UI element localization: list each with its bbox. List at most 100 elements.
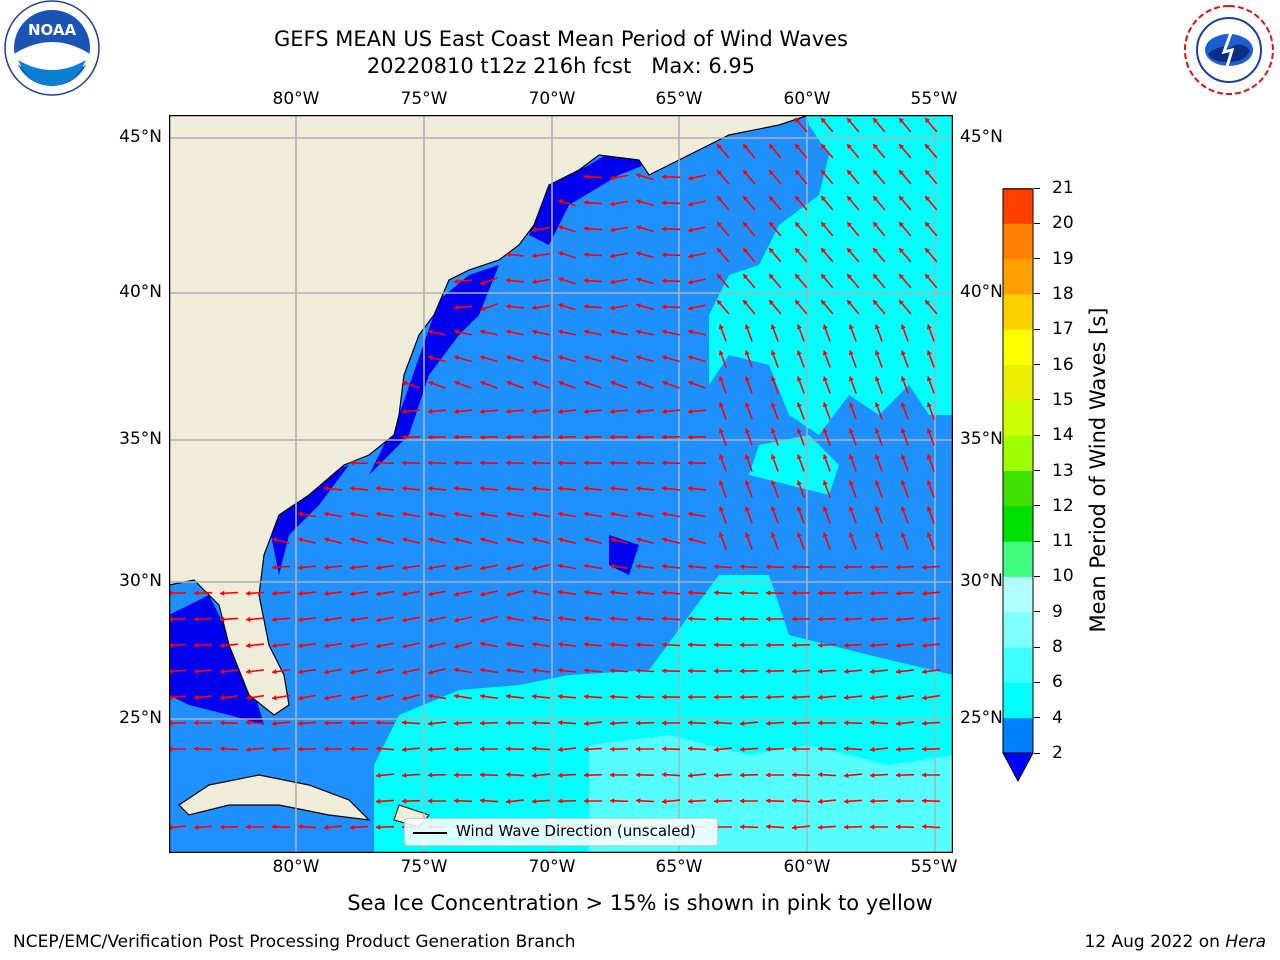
wave-direction-arrowhead [636, 277, 642, 283]
wave-direction-arrowhead [584, 252, 589, 258]
wave-direction-arrowhead [636, 380, 642, 386]
wave-direction-arrowhead [220, 720, 225, 726]
wave-direction-arrowhead [796, 376, 802, 382]
wave-direction-arrowhead [795, 300, 800, 306]
wave-direction-arrowhead [350, 669, 355, 675]
wave-direction-arrowhead [770, 428, 776, 434]
wave-direction-arrowhead [899, 248, 904, 254]
footer-branch: NCEP/EMC/Verification Post Processing Pr… [13, 932, 576, 952]
wave-direction-arrowhead [848, 532, 854, 538]
wave-direction-arrowhead [844, 772, 849, 779]
wave-direction-arrowhead [662, 642, 667, 648]
wave-direction-arrowhead [584, 174, 589, 180]
legend-line-icon [413, 832, 447, 834]
wave-direction-arrowhead [428, 537, 433, 543]
wave-direction-arrowhead [246, 642, 251, 649]
wave-direction-arrowhead [428, 798, 433, 804]
wave-direction-arrowhead [688, 279, 693, 285]
wave-direction-arrowhead [743, 300, 748, 306]
wave-direction-arrowhead [480, 746, 485, 752]
wave-direction-arrowhead [662, 694, 667, 700]
wave-direction-arrowhead [376, 746, 381, 752]
wave-direction-arrowhead [770, 480, 776, 486]
wave-direction-arrowhead [402, 485, 407, 492]
wave-direction-arrowhead [873, 222, 878, 228]
wave-direction-arrowhead [454, 617, 459, 623]
wave-direction-arrowhead [402, 434, 407, 440]
wave-direction-arrowhead [480, 667, 485, 673]
wave-direction-arrowhead [532, 641, 537, 647]
wave-direction-arrowhead [844, 694, 849, 701]
wave-direction-arrowhead [454, 434, 459, 440]
wave-direction-arrowhead [506, 565, 511, 571]
wave-direction-arrowhead [769, 248, 774, 254]
wave-direction-arrowhead [795, 248, 800, 254]
wave-direction-arrowhead [662, 226, 667, 232]
wave-direction-arrowhead [792, 564, 797, 570]
wave-direction-arrowhead [688, 511, 693, 517]
wave-direction-arrowhead [506, 485, 511, 492]
wave-direction-arrowhead [220, 746, 225, 752]
wave-direction-arrowhead [926, 350, 932, 356]
colorbar-extend-triangle [1002, 752, 1034, 783]
wave-direction-arrowhead [636, 694, 641, 700]
wave-direction-arrowhead [558, 355, 564, 361]
wave-direction-arrowhead [662, 174, 667, 180]
footer-host: Hera [1225, 932, 1266, 952]
wave-direction-arrowhead [766, 694, 771, 700]
wave-direction-arrowhead [662, 798, 667, 805]
wave-direction-arrowhead [874, 506, 880, 512]
wave-direction-arrowhead [847, 300, 852, 306]
wave-direction-arrowhead [558, 251, 564, 257]
wave-direction-arrowhead [740, 642, 745, 648]
wave-direction-arrowhead [795, 118, 800, 124]
wave-direction-arrowhead [899, 222, 904, 228]
wave-direction-arrowhead [718, 480, 724, 486]
wave-direction-arrowhead [324, 746, 329, 752]
wave-direction-arrowhead [532, 408, 537, 415]
wave-direction-arrowhead [688, 434, 693, 440]
period-4-6-region-east [749, 435, 839, 495]
wave-direction-arrowhead [584, 408, 589, 415]
wave-direction-arrowhead [558, 693, 563, 700]
wave-direction-arrowhead [584, 641, 589, 648]
wave-direction-arrowhead [324, 537, 329, 543]
colorbar-segment [1003, 223, 1033, 260]
wave-direction-arrowhead [796, 350, 802, 356]
wave-direction-arrowhead [480, 537, 485, 543]
lat-tick-right: 30°N [960, 571, 1003, 591]
wave-direction-arrowhead [848, 454, 854, 460]
wave-direction-arrowhead [900, 506, 906, 512]
wave-direction-arrowhead [272, 590, 277, 597]
lat-tick-left: 35°N [119, 429, 162, 449]
colorbar-segment [1003, 505, 1033, 542]
wave-direction-arrowhead [324, 720, 329, 726]
wave-direction-arrowhead [896, 824, 901, 830]
wave-direction-arrowhead [324, 590, 329, 597]
wave-direction-arrowhead [350, 617, 355, 623]
wave-direction-arrowhead [662, 408, 667, 415]
wave-period-map [168, 114, 954, 854]
wave-direction-arrowhead [662, 720, 667, 726]
wave-direction-arrowhead [636, 485, 641, 492]
wave-direction-arrowhead [796, 428, 802, 434]
wave-direction-arrowhead [246, 668, 251, 675]
wave-direction-arrowhead [743, 144, 748, 150]
wave-direction-arrowhead [610, 434, 615, 440]
wave-direction-arrowhead [870, 694, 875, 701]
wave-direction-arrowhead [454, 772, 459, 778]
colorbar-tick: 15 [1052, 389, 1074, 410]
wave-direction-arrowhead [662, 616, 667, 622]
colorbar-tick-mark [1034, 258, 1040, 260]
wave-direction-arrowhead [769, 222, 774, 228]
wave-direction-arrowhead [662, 563, 667, 570]
wave-direction-arrowhead [744, 402, 750, 408]
wave-direction-arrowhead [584, 380, 590, 386]
wave-direction-arrowhead [298, 643, 303, 649]
wave-direction-arrowhead [744, 532, 750, 538]
wave-direction-arrowhead [717, 170, 722, 176]
wave-direction-arrowhead [298, 746, 303, 752]
wave-direction-arrowhead [926, 480, 932, 486]
wave-direction-arrowhead [796, 506, 802, 512]
wave-direction-arrowhead [298, 564, 303, 571]
